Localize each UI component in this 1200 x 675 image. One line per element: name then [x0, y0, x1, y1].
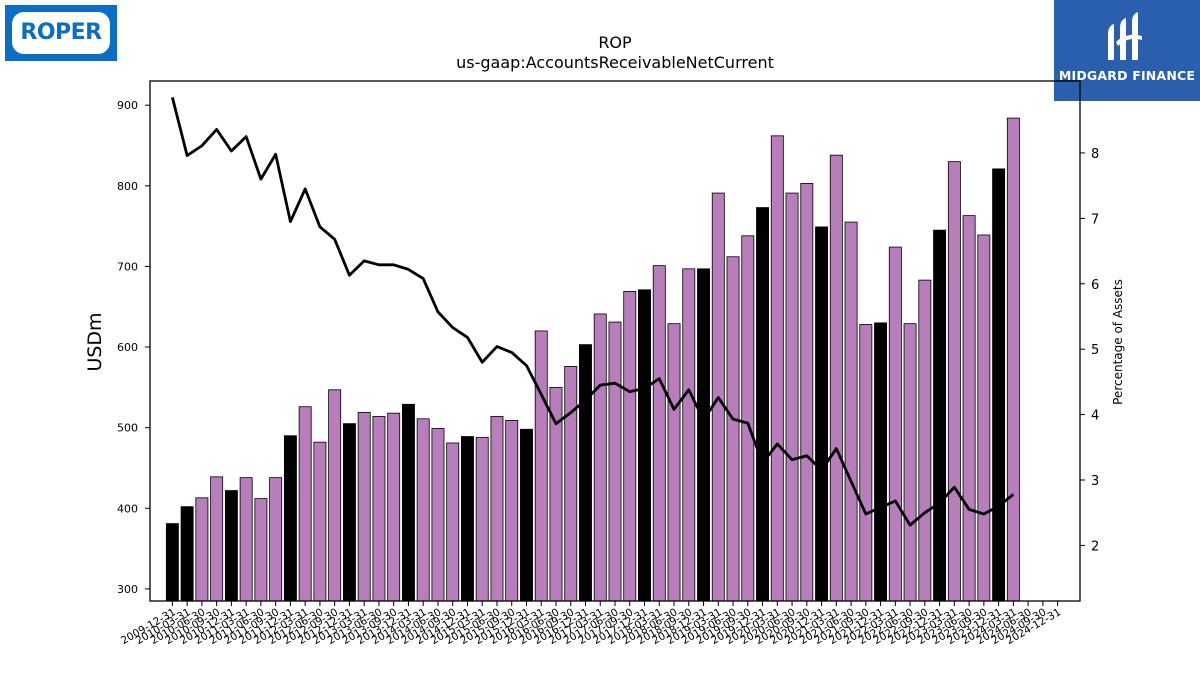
bar-2011-06-30: [254, 498, 268, 602]
bar-2014-06-30: [431, 428, 445, 602]
bar-2012-12-31: [342, 423, 356, 602]
y-tick-label: 500: [117, 422, 138, 435]
bar-2019-12-31: [756, 207, 769, 602]
bar-2020-06-30: [785, 192, 799, 602]
bar-2018-03-31: [652, 265, 666, 602]
bar-2014-09-30: [446, 442, 460, 602]
bar-2020-03-31: [770, 135, 784, 602]
bar-2022-06-30: [903, 323, 917, 602]
y2-tick-label: 8: [1091, 147, 1099, 162]
bar-2024-03-31: [1006, 117, 1020, 602]
y-axis-label: USDm: [84, 312, 106, 371]
bar-series: [165, 117, 1020, 602]
bar-2021-03-31: [829, 154, 843, 602]
bar-2016-09-30: [564, 365, 578, 602]
bar-2015-09-30: [505, 420, 519, 602]
bar-2012-09-30: [328, 389, 342, 602]
midgard-mark-icon: [1108, 12, 1142, 60]
bar-2018-12-31: [697, 268, 710, 602]
roper-logo: ROPER: [5, 5, 117, 61]
bar-2013-06-30: [372, 415, 386, 602]
roper-logo-text: ROPER: [20, 20, 102, 45]
bar-2010-09-30: [210, 476, 224, 602]
bar-2017-09-30: [623, 291, 637, 602]
bar-2021-09-30: [859, 324, 873, 602]
bar-2010-06-30: [195, 497, 209, 602]
bar-2013-12-31: [401, 403, 415, 602]
bar-2017-06-30: [608, 321, 622, 602]
bar-2019-06-30: [726, 256, 740, 602]
bar-2020-09-30: [800, 182, 814, 602]
bar-2020-12-31: [815, 226, 829, 602]
bar-2010-12-31: [224, 490, 238, 602]
y2-tick-label: 3: [1091, 474, 1099, 489]
bar-2012-06-30: [313, 441, 327, 602]
percentage-line: [171, 97, 1015, 527]
bar-2023-03-31: [947, 161, 961, 602]
bar-2022-03-31: [888, 246, 902, 602]
bar-2021-12-31: [874, 322, 888, 602]
y-tick-label: 400: [117, 502, 138, 515]
bar-2018-06-30: [667, 323, 681, 602]
bar-2011-09-30: [269, 477, 283, 602]
bar-2018-09-30: [682, 268, 696, 602]
chart-title: ROP: [598, 33, 632, 52]
bar-2017-03-31: [593, 313, 607, 602]
roper-logo-badge: ROPER: [12, 12, 110, 54]
bar-2023-06-30: [962, 215, 976, 602]
bar-2013-03-31: [357, 411, 371, 602]
bar-2014-12-31: [461, 436, 474, 602]
bar-2021-06-30: [844, 221, 858, 602]
bar-2019-09-30: [741, 235, 755, 602]
y2-tick-label: 4: [1091, 409, 1099, 424]
bar-2023-09-30: [977, 234, 991, 602]
bar-2015-06-30: [490, 415, 504, 602]
y2-tick-label: 2: [1091, 539, 1099, 554]
y-tick-label: 600: [117, 341, 138, 354]
bar-2010-03-31: [180, 506, 194, 602]
bar-2016-12-31: [579, 344, 592, 602]
y2-tick-label: 6: [1091, 278, 1099, 293]
bar-2015-12-31: [520, 428, 533, 602]
bar-2017-12-31: [638, 289, 651, 602]
bar-2009-12-31: [165, 523, 179, 602]
y-tick-label: 300: [117, 583, 138, 596]
bar-2023-12-31: [992, 168, 1006, 602]
y-tick-label: 800: [117, 180, 138, 193]
axes: 30040050060070080090023456782009-12-3120…: [117, 80, 1099, 647]
y-tick-label: 700: [117, 260, 138, 273]
bar-2014-03-31: [416, 418, 430, 602]
chart-subtitle: us-gaap:AccountsReceivableNetCurrent: [456, 53, 774, 72]
y-tick-label: 900: [117, 99, 138, 112]
bar-2016-03-31: [534, 330, 548, 602]
bar-2022-09-30: [918, 279, 932, 602]
bar-2022-12-31: [933, 229, 947, 602]
midgard-finance-logo: MIDGARD FINANCE: [1054, 0, 1200, 101]
bar-2011-12-31: [283, 435, 297, 602]
bar-2011-03-31: [239, 477, 253, 602]
bar-2013-09-30: [387, 412, 401, 602]
bar-2012-03-31: [298, 406, 312, 602]
y2-tick-label: 5: [1091, 343, 1099, 358]
bar-2015-03-31: [475, 436, 489, 602]
y2-tick-label: 7: [1091, 212, 1099, 227]
y2-axis-label: Percentage of Assets: [1111, 279, 1125, 405]
midgard-logo-text: MIDGARD FINANCE: [1058, 68, 1196, 83]
